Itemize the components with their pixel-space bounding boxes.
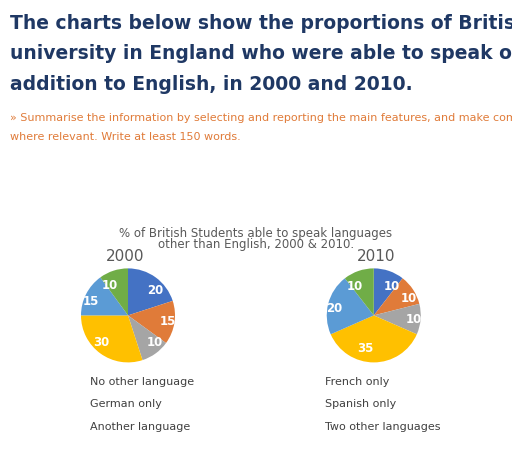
Text: 10: 10 (400, 292, 417, 305)
Text: 30: 30 (93, 335, 109, 348)
Text: 20: 20 (327, 301, 343, 314)
Text: where relevant. Write at least 150 words.: where relevant. Write at least 150 words… (10, 131, 241, 141)
Text: French only: French only (325, 376, 390, 386)
Text: 10: 10 (102, 279, 118, 292)
Text: other than English, 2000 & 2010.: other than English, 2000 & 2010. (158, 237, 354, 250)
Wedge shape (331, 316, 417, 363)
Wedge shape (374, 269, 402, 316)
Text: Two other languages: Two other languages (325, 421, 441, 431)
Text: 2000: 2000 (106, 249, 145, 264)
Text: 10: 10 (347, 279, 364, 292)
Text: German only: German only (90, 399, 161, 409)
Wedge shape (81, 316, 142, 363)
Text: 2010: 2010 (357, 249, 396, 264)
Text: » Summarise the information by selecting and reporting the main features, and ma: » Summarise the information by selecting… (10, 112, 512, 122)
Wedge shape (345, 269, 374, 316)
Wedge shape (128, 316, 166, 360)
Text: Spanish only: Spanish only (325, 399, 396, 409)
Text: university in England who were able to speak other languages in: university in England who were able to s… (10, 44, 512, 63)
Text: 15: 15 (160, 314, 176, 327)
Text: 10: 10 (384, 279, 400, 292)
Wedge shape (374, 279, 419, 316)
Wedge shape (374, 304, 421, 335)
Wedge shape (327, 279, 374, 335)
Text: addition to English, in 2000 and 2010.: addition to English, in 2000 and 2010. (10, 75, 413, 94)
Text: 20: 20 (147, 283, 163, 296)
Text: 10: 10 (406, 312, 422, 325)
Text: 15: 15 (83, 295, 99, 308)
Wedge shape (100, 269, 128, 316)
Text: % of British Students able to speak languages: % of British Students able to speak lang… (119, 226, 393, 239)
Text: No other language: No other language (90, 376, 194, 386)
Wedge shape (81, 278, 128, 316)
Text: 35: 35 (357, 341, 374, 354)
Text: The charts below show the proportions of British students at one: The charts below show the proportions of… (10, 14, 512, 32)
Text: Another language: Another language (90, 421, 190, 431)
Text: 10: 10 (147, 335, 163, 348)
Wedge shape (128, 269, 173, 316)
Wedge shape (128, 301, 175, 343)
